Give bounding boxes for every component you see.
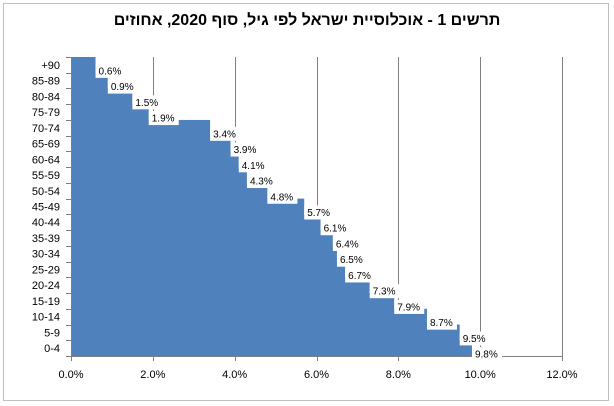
category-label: 45-49 <box>32 202 60 214</box>
category-label: 65-69 <box>32 139 60 151</box>
bar <box>71 135 231 152</box>
bar <box>71 57 96 74</box>
x-tick-label: 12.0% <box>546 369 577 381</box>
data-label-box <box>394 299 425 314</box>
data-label-box <box>320 221 351 236</box>
bar <box>71 324 460 341</box>
category-label: 10-14 <box>32 312 60 324</box>
data-label-box <box>148 111 179 126</box>
data-label: 3.4% <box>213 129 236 140</box>
labels: 0.0% 2.0% 4.0% 6.0% 8.0% 10.0% 12.0% +90 85-89 80… <box>32 60 578 381</box>
data-label-box <box>230 142 261 157</box>
bar <box>71 277 370 294</box>
category-label: 0-4 <box>44 343 60 355</box>
category-label: 50-54 <box>32 186 60 198</box>
data-label-box <box>345 268 376 283</box>
bar <box>71 119 211 137</box>
data-label: 4.1% <box>242 161 265 172</box>
data-label-box <box>238 158 269 173</box>
category-label: 5-9 <box>44 327 60 339</box>
category-label: 30-34 <box>32 249 60 261</box>
data-label: 6.7% <box>348 271 371 282</box>
data-label-box <box>107 79 138 94</box>
category-label: 20-24 <box>32 280 60 292</box>
bar <box>71 308 427 325</box>
data-label-box <box>459 331 490 346</box>
category-label: 35-39 <box>32 233 60 245</box>
category-label: 15-19 <box>32 296 60 308</box>
data-label: 9.5% <box>463 334 486 345</box>
data-label-box <box>426 315 457 330</box>
x-tick-label: 0.0% <box>58 369 83 381</box>
data-label: 1.5% <box>135 98 158 109</box>
data-label: 9.8% <box>475 350 498 361</box>
bar <box>71 214 321 231</box>
data-label-box <box>210 126 241 141</box>
x-tick-label: 4.0% <box>222 369 247 381</box>
bars <box>71 57 472 357</box>
bar <box>71 151 239 168</box>
data-label-box <box>246 174 277 189</box>
data-label-box <box>369 284 400 299</box>
bar <box>71 230 333 247</box>
data-label: 6.4% <box>336 239 359 250</box>
category-label: 60-64 <box>32 154 60 166</box>
category-label: 55-59 <box>32 170 60 182</box>
bar <box>71 340 472 357</box>
data-label-box <box>304 205 335 220</box>
data-label: 6.1% <box>324 224 347 235</box>
bar <box>71 104 149 121</box>
data-label-box <box>471 347 502 362</box>
data-label: 8.7% <box>430 318 453 329</box>
x-tick-label: 8.0% <box>386 369 411 381</box>
data-label-box <box>132 95 163 110</box>
data-label-box <box>267 189 298 204</box>
data-label: 0.6% <box>99 66 122 77</box>
data-label: 0.9% <box>111 82 134 93</box>
category-label: +90 <box>41 60 60 72</box>
bar <box>71 198 305 215</box>
x-tick-label: 10.0% <box>465 369 496 381</box>
data-label-box <box>95 63 126 78</box>
category-label: 85-89 <box>32 76 60 88</box>
category-label: 70-74 <box>32 123 60 135</box>
data-label: 7.3% <box>373 287 396 298</box>
data-label: 3.9% <box>234 145 257 156</box>
data-label: 7.9% <box>397 302 420 313</box>
category-label: 40-44 <box>32 217 60 229</box>
category-label: 25-29 <box>32 264 60 276</box>
bar <box>71 293 395 310</box>
bar <box>71 167 247 184</box>
bar <box>71 261 346 278</box>
chart-title: תרשים 1 - אוכלוסיית ישראל לפי גיל, סוף 2… <box>113 12 501 29</box>
data-label: 1.9% <box>152 114 175 125</box>
data-label: 6.5% <box>340 255 363 266</box>
data-label: 4.8% <box>270 192 293 203</box>
bar <box>71 245 337 262</box>
x-tick-label: 6.0% <box>304 369 329 381</box>
bar <box>71 182 268 200</box>
category-label: 80-84 <box>32 91 60 103</box>
data-label: 5.7% <box>307 208 330 219</box>
data-label-box <box>332 236 363 251</box>
data-label: 4.3% <box>250 177 273 188</box>
category-label: 75-79 <box>32 107 60 119</box>
x-tick-label: 2.0% <box>140 369 165 381</box>
data-label-box <box>336 252 367 267</box>
